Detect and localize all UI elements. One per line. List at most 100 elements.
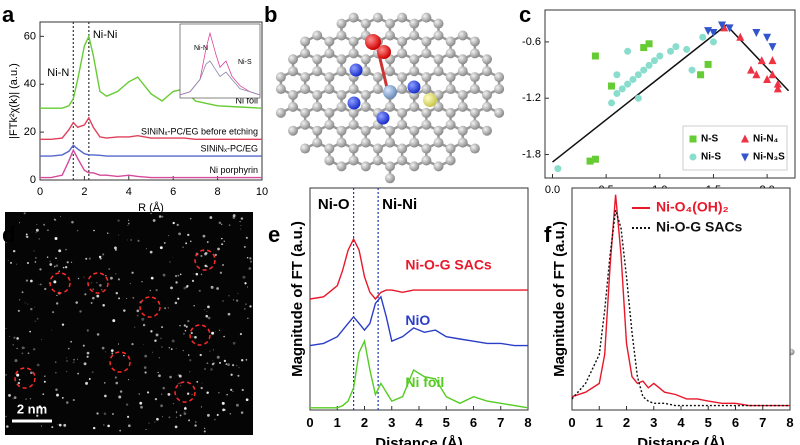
atom bbox=[324, 155, 335, 166]
spot bbox=[5, 327, 7, 329]
atom bbox=[312, 137, 323, 148]
spot bbox=[228, 224, 231, 226]
x-tick-label: 5 bbox=[443, 415, 450, 430]
point bbox=[763, 74, 772, 83]
legend-label: Ni-S bbox=[701, 152, 721, 163]
x-tick-label: 10 bbox=[256, 186, 268, 198]
spot bbox=[56, 393, 59, 397]
spot bbox=[85, 257, 88, 260]
spot bbox=[190, 331, 193, 335]
x-tick-label: 2 bbox=[361, 415, 368, 430]
atom bbox=[348, 48, 359, 59]
spot bbox=[119, 429, 122, 432]
spot bbox=[21, 352, 24, 355]
spot bbox=[240, 411, 244, 414]
spot bbox=[249, 305, 252, 308]
spot bbox=[58, 270, 60, 273]
spot bbox=[29, 330, 31, 333]
spot bbox=[161, 326, 164, 329]
atom bbox=[469, 48, 480, 59]
point bbox=[736, 32, 745, 41]
atom bbox=[445, 84, 456, 95]
spot bbox=[25, 233, 28, 236]
reference-label: Ni-O bbox=[318, 196, 350, 213]
x-tick-label: 6 bbox=[732, 415, 739, 430]
spot bbox=[182, 349, 185, 352]
atom bbox=[324, 48, 335, 59]
spot bbox=[10, 262, 12, 264]
spot bbox=[118, 395, 122, 399]
spot bbox=[191, 394, 193, 395]
spot bbox=[211, 363, 215, 366]
spot bbox=[131, 343, 134, 346]
y-tick-label: -0.6 bbox=[522, 36, 541, 48]
spot bbox=[107, 424, 110, 428]
x-tick-label: 7 bbox=[759, 415, 766, 430]
spot bbox=[58, 423, 62, 427]
spot bbox=[155, 333, 159, 337]
spot bbox=[241, 388, 244, 392]
spot bbox=[189, 359, 192, 362]
atom bbox=[397, 107, 408, 118]
x-tick-label: 0 bbox=[568, 415, 575, 430]
spot bbox=[100, 288, 103, 291]
spot bbox=[16, 347, 18, 350]
data-line bbox=[40, 116, 262, 140]
point bbox=[613, 71, 621, 79]
spot bbox=[38, 284, 40, 286]
spot bbox=[56, 294, 58, 297]
atom bbox=[397, 12, 408, 23]
spot bbox=[174, 301, 178, 305]
atom bbox=[445, 48, 456, 59]
atom bbox=[385, 66, 395, 77]
x-tick-label: 1 bbox=[334, 415, 341, 430]
spot bbox=[142, 343, 144, 345]
spot bbox=[43, 223, 46, 226]
atom bbox=[409, 161, 420, 172]
spot bbox=[144, 354, 148, 358]
atom bbox=[421, 36, 432, 47]
point bbox=[629, 75, 637, 83]
spot bbox=[245, 236, 248, 239]
spot bbox=[168, 416, 171, 419]
spot bbox=[186, 284, 189, 288]
point bbox=[650, 57, 658, 65]
spot bbox=[196, 380, 199, 383]
spot bbox=[221, 223, 223, 226]
atom bbox=[407, 80, 421, 94]
atom bbox=[457, 90, 468, 100]
annotation: Ni-S bbox=[238, 59, 252, 66]
spot bbox=[8, 393, 11, 397]
spot bbox=[39, 268, 42, 271]
spot bbox=[117, 219, 120, 222]
spot bbox=[23, 347, 26, 349]
spot bbox=[221, 237, 223, 240]
panel-label: a bbox=[2, 2, 15, 27]
series-label: Ni-O-G SACs bbox=[405, 256, 492, 272]
atom bbox=[421, 48, 432, 59]
point bbox=[618, 85, 626, 93]
spot bbox=[117, 343, 119, 345]
atom bbox=[445, 72, 456, 83]
spot bbox=[91, 371, 94, 374]
spot bbox=[44, 287, 47, 291]
panel-label: e bbox=[268, 222, 280, 247]
annotation: Ni-N bbox=[194, 45, 208, 52]
spot bbox=[193, 305, 195, 307]
spot bbox=[72, 361, 75, 364]
spot bbox=[160, 337, 162, 340]
atom bbox=[397, 143, 408, 154]
spot bbox=[55, 372, 57, 374]
data-line bbox=[40, 34, 263, 109]
atom bbox=[409, 125, 420, 136]
x-tick-label: 0 bbox=[37, 186, 43, 198]
spot bbox=[55, 264, 59, 267]
atom bbox=[349, 63, 363, 77]
point bbox=[613, 90, 621, 98]
spot bbox=[206, 311, 208, 313]
spot bbox=[226, 393, 228, 396]
spot bbox=[5, 241, 8, 243]
atom bbox=[469, 36, 480, 47]
point bbox=[634, 94, 642, 102]
spot bbox=[179, 414, 182, 417]
